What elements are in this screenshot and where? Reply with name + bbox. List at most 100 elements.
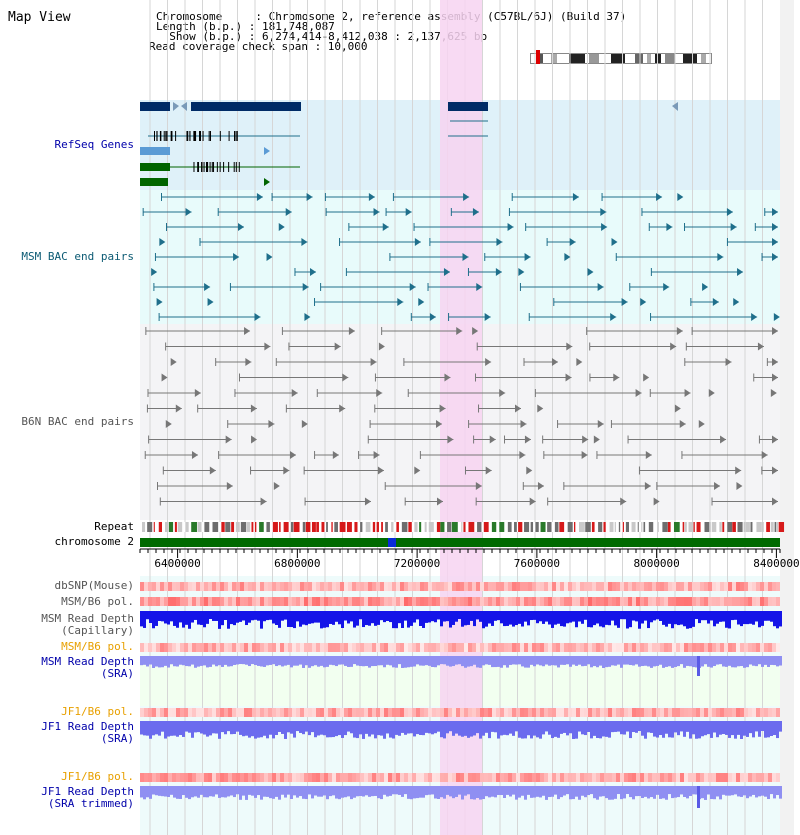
- read-depth-bar: [380, 611, 383, 621]
- polymorphism-cell: [476, 582, 480, 591]
- bac-end-arrow: [207, 298, 214, 306]
- read-depth-bar: [374, 721, 377, 739]
- refseq-track-label[interactable]: RefSeq Genes: [54, 138, 134, 151]
- repeat-element: [622, 522, 624, 532]
- read-depth-bar: [599, 721, 602, 739]
- repeat-element: [709, 522, 711, 532]
- polymorphism-cell: [436, 582, 440, 591]
- read-depth-bar: [380, 721, 383, 736]
- msm-bac-track: [142, 193, 780, 321]
- chromosome-ideogram[interactable]: [530, 53, 712, 64]
- read-depth-bar: [410, 611, 413, 626]
- polymorphism-cell: [612, 643, 616, 652]
- read-depth-bar: [527, 721, 530, 736]
- read-depth-bar: [365, 656, 368, 667]
- read-depth-bar: [674, 656, 677, 667]
- bac-end-arrow: [733, 298, 740, 306]
- polymorphism-cell: [340, 597, 344, 606]
- polymorphism-cell: [252, 597, 256, 606]
- polymorphism-cell: [316, 597, 320, 606]
- polymorphism-cell: [268, 643, 272, 652]
- polymorphism-cell: [200, 773, 204, 782]
- polymorphism-cell: [772, 708, 776, 717]
- read-depth-bar: [734, 656, 737, 668]
- repeat-element: [168, 522, 174, 532]
- bac-end-arrow: [736, 482, 743, 490]
- polymorphism-cell: [284, 597, 288, 606]
- polymorphism-cell: [524, 708, 528, 717]
- polymorphism-cell: [576, 643, 580, 652]
- polymorphism-cell: [536, 582, 540, 591]
- read-depth-bar: [518, 656, 521, 665]
- read-depth-bar: [491, 721, 494, 732]
- bac-end-arrow: [250, 404, 257, 413]
- read-depth-bar: [575, 656, 578, 666]
- polymorphism-cell: [760, 582, 764, 591]
- read-depth-bar: [350, 656, 353, 667]
- read-depth-bar: [407, 611, 410, 628]
- read-depth-bar: [566, 721, 569, 736]
- read-depth-bar: [608, 611, 611, 626]
- polymorphism-cell: [176, 582, 180, 591]
- read-depth-bar: [284, 786, 287, 798]
- polymorphism-cell: [236, 773, 240, 782]
- polymorphism-cell: [252, 773, 256, 782]
- polymorphism-cell: [736, 597, 740, 606]
- polymorphism-cell: [360, 643, 364, 652]
- polymorphism-cell: [360, 708, 364, 717]
- read-depth-bar: [698, 611, 701, 624]
- repeat-element: [451, 522, 458, 532]
- read-depth-spike: [697, 656, 700, 676]
- read-depth-bar: [185, 786, 188, 798]
- read-depth-bar: [773, 786, 776, 799]
- polymorphism-cell: [536, 597, 540, 606]
- read-depth-bar: [191, 611, 194, 623]
- read-depth-bar: [737, 611, 740, 625]
- msm-bac-track-label[interactable]: MSM BAC end pairs: [21, 250, 134, 263]
- read-depth-bar: [377, 721, 380, 736]
- bac-end-arrow: [373, 208, 380, 216]
- read-depth-bar: [242, 656, 245, 665]
- read-depth-bar: [545, 721, 548, 732]
- repeat-element: [302, 522, 306, 532]
- b6n-bac-track-label[interactable]: B6N BAC end pairs: [21, 415, 134, 428]
- polymorphism-cell: [392, 582, 396, 591]
- read-depth-bar: [470, 721, 473, 737]
- read-depth-bar: [323, 611, 326, 628]
- polymorphism-cell: [680, 597, 684, 606]
- polymorphism-cell: [616, 773, 620, 782]
- polymorphism-cell: [172, 773, 176, 782]
- polymorphism-cell: [284, 708, 288, 717]
- read-depth-bar: [452, 611, 455, 625]
- chromosome-track-label: chromosome 2: [54, 535, 134, 548]
- polymorphism-cell: [620, 597, 624, 606]
- read-depth-bar: [245, 721, 248, 736]
- polymorphism-cell: [752, 773, 756, 782]
- read-depth-bar: [395, 721, 398, 735]
- polymorphism-cell: [672, 773, 676, 782]
- read-depth-bar: [692, 721, 695, 735]
- repeat-element: [530, 522, 534, 532]
- bac-end-arrow: [772, 238, 778, 246]
- polymorphism-cell: [516, 597, 520, 606]
- bac-end-arrow: [499, 389, 506, 397]
- bac-end-arrow: [463, 193, 470, 201]
- read-depth-bar: [158, 656, 161, 668]
- read-depth-bar: [353, 611, 356, 628]
- read-depth-bar: [425, 721, 428, 733]
- read-depth-bar: [338, 656, 341, 665]
- polymorphism-cell: [616, 708, 620, 717]
- read-depth-bar: [611, 786, 614, 800]
- polymorphism-cell: [536, 708, 540, 717]
- polymorphism-cell: [516, 582, 520, 591]
- polymorphism-cell: [404, 708, 408, 717]
- polymorphism-cell: [276, 708, 280, 717]
- polymorphism-cell: [428, 643, 432, 652]
- polymorphism-cell: [324, 708, 328, 717]
- polymorphism-cell: [280, 582, 284, 591]
- chromosome-bar: [140, 538, 780, 547]
- polymorphism-cell: [156, 643, 160, 652]
- read-depth-bar: [551, 786, 554, 797]
- read-depth-bar: [686, 611, 689, 629]
